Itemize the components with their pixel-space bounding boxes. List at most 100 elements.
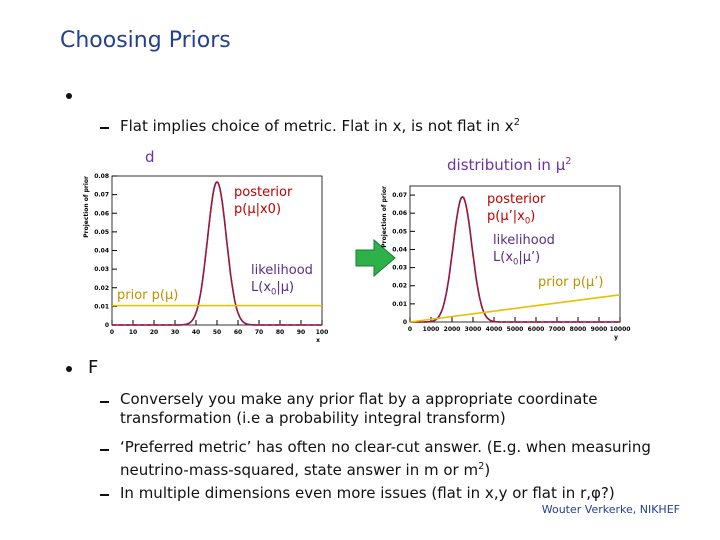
text: L(x	[251, 280, 272, 295]
y-tick-label: 0.06	[392, 210, 407, 217]
text: )	[530, 209, 536, 224]
arrow	[355, 238, 396, 278]
y-tick-label: 0.01	[94, 303, 109, 310]
x-tick-label: 1000	[423, 326, 440, 333]
text: posterior	[487, 192, 546, 207]
dash	[100, 127, 109, 129]
text: p(μ’|x	[487, 209, 525, 224]
sub-bullet: Conversely you make any prior flat by a …	[120, 390, 680, 428]
sub-bullet: In multiple dimensions even more issues …	[120, 484, 615, 502]
line: L(x0|μ’)	[493, 249, 555, 271]
x-tick-label: 0	[110, 329, 114, 336]
y-tick-label: 0.03	[94, 266, 109, 273]
y-tick-label: 0.07	[94, 192, 109, 199]
superscript: 2	[478, 461, 485, 472]
y-tick-label: 0.04	[94, 248, 109, 255]
posterior-curve	[410, 195, 620, 323]
x-tick-label: 9000	[591, 326, 608, 333]
line: prior p(μ’)	[538, 274, 603, 291]
text: posterior	[234, 185, 293, 200]
footer: Wouter Verkerke, NIKHEF	[542, 503, 680, 516]
dash	[100, 494, 109, 496]
line: likelihood	[493, 232, 555, 249]
x-tick-label: 10000	[610, 326, 631, 333]
x-tick-label: 8000	[570, 326, 587, 333]
x-tick-label: 60	[234, 329, 242, 336]
text: )	[484, 461, 491, 479]
y-tick-label: 0.07	[392, 192, 407, 199]
subscript: 0	[524, 215, 531, 226]
subscript: 0	[513, 256, 519, 267]
x-tick-label: 3000	[465, 326, 482, 333]
x-tick-label: 2000	[444, 326, 461, 333]
bullet-text: F	[88, 357, 98, 378]
y-axis-label: Projection of prior	[83, 176, 90, 238]
text: ‘Preferred metric’ has often no clear-cu…	[120, 438, 651, 479]
x-tick-label: 20	[150, 329, 158, 336]
text: d	[145, 148, 155, 166]
y-tick-label: 0.05	[392, 228, 407, 235]
text: prior p(μ’)	[538, 275, 604, 290]
text: In multiple dimensions even more issues …	[120, 484, 615, 502]
text: p(μ|x0)	[234, 202, 282, 217]
line: L(x0|μ)	[251, 279, 313, 301]
likelihood-curve	[112, 181, 322, 326]
x-tick-label: 7000	[549, 326, 566, 333]
plot-heading: distribution in μ2	[447, 156, 571, 174]
x-tick-label: 50	[213, 329, 221, 336]
text: Conversely you make any prior flat by a …	[120, 390, 598, 427]
superscript: 2	[513, 117, 520, 128]
text: Flat implies choice of metric. Flat in x…	[120, 117, 514, 135]
text: F	[88, 357, 99, 378]
annotation: prior p(μ’)	[538, 274, 603, 291]
prior-curve	[409, 294, 621, 323]
x-tick-label: 90	[297, 329, 305, 336]
y-tick-label: 0	[105, 322, 109, 329]
x-tick-label: 70	[255, 329, 263, 336]
x-tick-label: 6000	[528, 326, 545, 333]
y-axis-label: Projection of prior	[381, 186, 388, 248]
line: posterior	[487, 191, 545, 208]
dash	[100, 449, 109, 451]
subscript: 0	[271, 286, 277, 297]
line: posterior	[234, 184, 292, 201]
y-tick-label: 0.02	[94, 285, 109, 292]
x-tick-label: 0	[408, 326, 412, 333]
annotation: posterior p(μ|x0)	[234, 184, 292, 218]
x-tick-label: 80	[276, 329, 284, 336]
line: prior p(μ)	[117, 287, 178, 304]
text: |μ’)	[518, 250, 541, 265]
text: likelihood	[493, 233, 555, 248]
text: prior p(μ)	[117, 288, 179, 303]
x-axis-label: x	[316, 337, 320, 344]
text: likelihood	[251, 263, 313, 278]
text: |μ)	[276, 280, 295, 295]
sub-bullet: ‘Preferred metric’ has often no clear-cu…	[120, 438, 680, 480]
annotation: likelihood L(x0|μ’)	[493, 232, 555, 271]
x-tick-label: 5000	[507, 326, 524, 333]
text: L(x	[493, 250, 514, 265]
text: distribution in μ	[447, 156, 566, 174]
superscript: 2	[565, 156, 572, 167]
slide-title: Choosing Priors	[60, 28, 231, 53]
dash	[100, 401, 109, 403]
y-tick-label: 0.03	[392, 265, 407, 272]
x-tick-label: 4000	[486, 326, 503, 333]
line: likelihood	[251, 262, 313, 279]
bullet	[66, 366, 72, 372]
annotation: prior p(μ)	[117, 287, 178, 304]
text: Wouter Verkerke, NIKHEF	[541, 503, 680, 516]
bullet	[66, 93, 72, 99]
y-tick-label: 0.06	[94, 210, 109, 217]
x-tick-label: 40	[192, 329, 200, 336]
annotation: posterior p(μ’|x0)	[487, 191, 545, 230]
plot-frame	[111, 175, 323, 326]
y-tick-label: 0.04	[392, 246, 407, 253]
y-tick-label: 0.08	[94, 173, 109, 180]
annotation: likelihood L(x0|μ)	[251, 262, 313, 301]
x-axis-label: y	[614, 334, 618, 341]
y-tick-label: 0.05	[94, 229, 109, 236]
text: Choosing Priors	[60, 28, 231, 53]
